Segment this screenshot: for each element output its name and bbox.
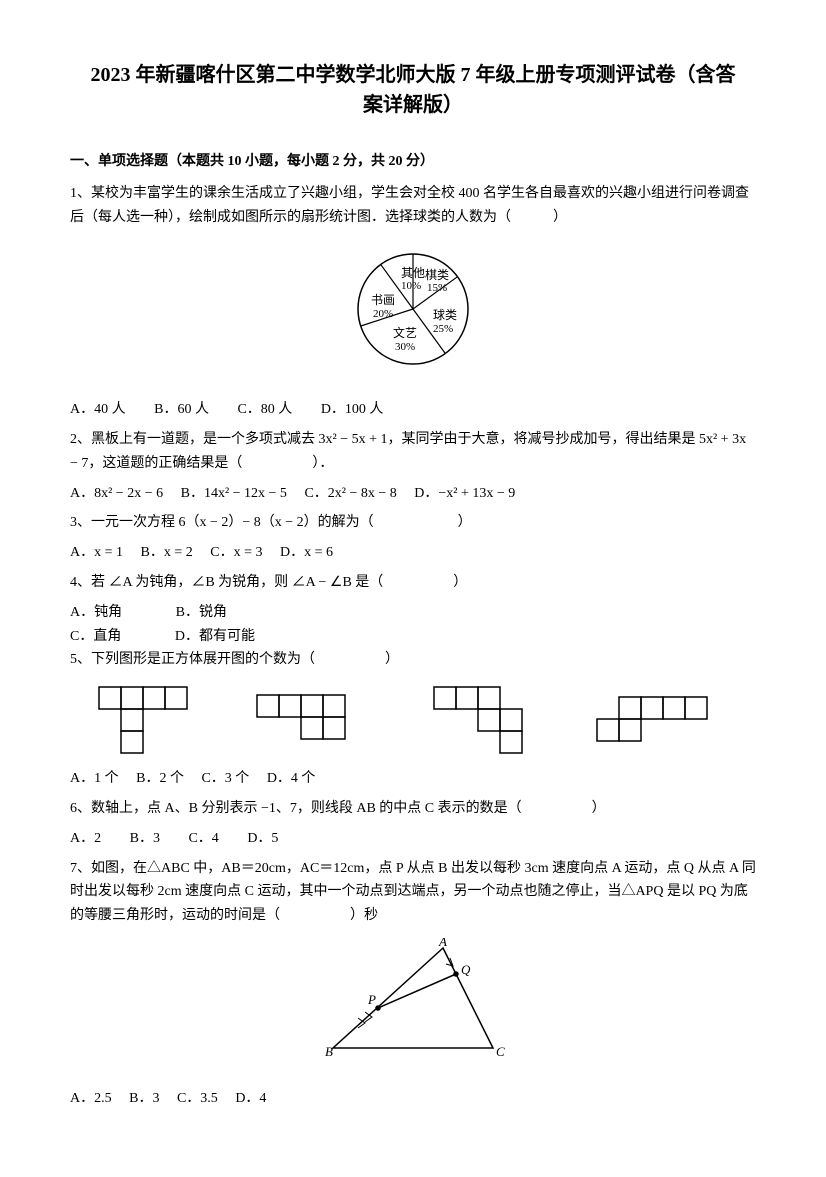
pie-pct-paint: 20% <box>373 308 393 320</box>
q5-opt-a: A．1 个 <box>70 771 119 786</box>
q6-options: A．2 B．3 C．4 D．5 <box>70 827 756 851</box>
q2-opt-a: A．8x² − 2x − 6 <box>70 486 163 501</box>
question-3: 3、一元一次方程 6（x − 2）− 8（x − 2）的解为（ ） <box>70 511 756 535</box>
vertex-a: A <box>438 938 447 949</box>
q5-opt-b: B．2 个 <box>136 771 184 786</box>
q1-pie-chart: 其他 10% 棋类 15% 球类 25% 文艺 30% 书画 20% <box>70 239 756 388</box>
question-6: 6、数轴上，点 A、B 分别表示 −1、7，则线段 AB 的中点 C 表示的数是… <box>70 797 756 821</box>
point-q: Q <box>461 962 471 977</box>
net-2 <box>252 690 382 750</box>
q5-options: A．1 个 B．2 个 C．3 个 D．4 个 <box>70 767 756 791</box>
q7-options: A．2.5 B．3 C．3.5 D．4 <box>70 1087 756 1111</box>
q4-options: A．钝角 B．锐角 <box>70 601 756 625</box>
q7-opt-b: B．3 <box>129 1091 159 1106</box>
q3-opt-b: B．x = 2 <box>141 545 193 560</box>
q1-opt-c: C．80 人 <box>237 402 292 417</box>
q4-opt-c: C．直角 <box>70 629 121 644</box>
pie-label-paint: 书画 <box>371 293 395 307</box>
page-title: 2023 年新疆喀什区第二中学数学北师大版 7 年级上册专项测评试卷（含答 案详… <box>70 60 756 120</box>
q7-opt-d: D．4 <box>235 1091 266 1106</box>
pie-pct-ball: 25% <box>433 323 453 335</box>
question-1: 1、某校为丰富学生的课余生活成立了兴趣小组，学生会对全校 400 名学生各自最喜… <box>70 182 756 230</box>
q7-opt-a: A．2.5 <box>70 1091 112 1106</box>
pie-label-other: 其他 <box>401 266 425 280</box>
pie-pct-art: 30% <box>395 341 415 353</box>
q2-opt-d: D．−x² + 13x − 9 <box>414 486 515 501</box>
q4-options-2: C．直角 D．都有可能 <box>70 625 756 649</box>
net-1 <box>94 682 204 757</box>
question-7: 7、如图，在△ABC 中，AB＝20cm，AC＝12cm，点 P 从点 B 出发… <box>70 857 756 928</box>
q1-opt-b: B．60 人 <box>154 402 209 417</box>
q4-opt-b: B．锐角 <box>176 605 227 620</box>
q3-options: A．x = 1 B．x = 2 C．x = 3 D．x = 6 <box>70 541 756 565</box>
question-2: 2、黑板上有一道题，是一个多项式减去 3x² − 5x + 1，某同学由于大意，… <box>70 428 756 476</box>
q1-opt-a: A．40 人 <box>70 402 126 417</box>
net-3 <box>429 682 544 757</box>
q1-opt-d: D．100 人 <box>321 402 384 417</box>
pie-label-chess: 棋类 <box>425 268 449 282</box>
q4-opt-a: A．钝角 <box>70 605 122 620</box>
q6-opt-c: C．4 <box>188 831 218 846</box>
q1-options: A．40 人 B．60 人 C．80 人 D．100 人 <box>70 398 756 422</box>
q3-opt-a: A．x = 1 <box>70 545 123 560</box>
pie-pct-other: 10% <box>401 280 421 292</box>
q2-opt-b: B．14x² − 12x − 5 <box>181 486 287 501</box>
q5-opt-c: C．3 个 <box>201 771 249 786</box>
vertex-c: C <box>496 1044 505 1059</box>
pie-label-ball: 球类 <box>433 308 457 322</box>
q2-options: A．8x² − 2x − 6 B．14x² − 12x − 5 C．2x² − … <box>70 482 756 506</box>
section-header: 一、单项选择题（本题共 10 小题，每小题 2 分，共 20 分） <box>70 150 756 174</box>
q7-opt-c: C．3.5 <box>177 1091 218 1106</box>
q5-nets <box>70 682 756 757</box>
q4-opt-d: D．都有可能 <box>175 629 255 644</box>
point-p: P <box>367 992 376 1007</box>
q3-opt-c: C．x = 3 <box>210 545 262 560</box>
title-line1: 2023 年新疆喀什区第二中学数学北师大版 7 年级上册专项测评试卷（含答 <box>91 64 736 86</box>
q7-triangle: A B C P Q <box>70 938 756 1077</box>
title-line2: 案详解版） <box>363 94 463 116</box>
q6-opt-a: A．2 <box>70 831 101 846</box>
q6-opt-d: D．5 <box>247 831 278 846</box>
net-4 <box>592 692 732 747</box>
pie-label-art: 文艺 <box>393 325 417 340</box>
question-4: 4、若 ∠A 为钝角，∠B 为锐角，则 ∠A − ∠B 是（ ） <box>70 571 756 595</box>
q6-opt-b: B．3 <box>130 831 160 846</box>
q3-opt-d: D．x = 6 <box>280 545 333 560</box>
pie-pct-chess: 15% <box>427 282 447 294</box>
q5-opt-d: D．4 个 <box>267 771 316 786</box>
q2-opt-c: C．2x² − 8x − 8 <box>304 486 396 501</box>
question-5: 5、下列图形是正方体展开图的个数为（ ） <box>70 648 756 672</box>
vertex-b: B <box>325 1044 333 1059</box>
